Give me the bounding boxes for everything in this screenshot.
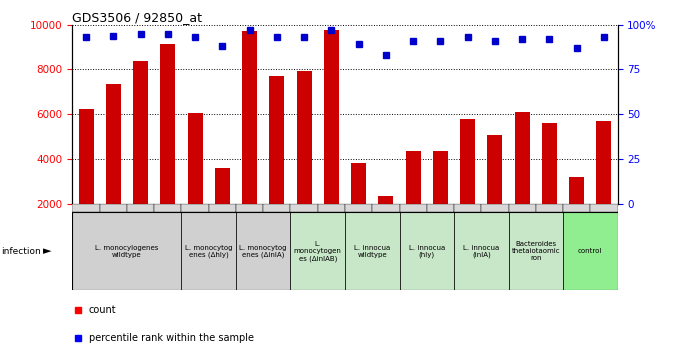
Bar (188, 113, 203, 248)
FancyBboxPatch shape (509, 212, 563, 290)
Bar (324, 30, 339, 248)
Bar (160, 44, 175, 248)
Bar (351, 163, 366, 248)
FancyBboxPatch shape (426, 204, 454, 212)
FancyBboxPatch shape (209, 204, 236, 212)
FancyBboxPatch shape (264, 204, 290, 212)
FancyBboxPatch shape (72, 204, 99, 212)
FancyBboxPatch shape (400, 212, 454, 290)
Bar (542, 123, 557, 248)
Text: Bacteroides
thetaiotaomic
ron: Bacteroides thetaiotaomic ron (511, 241, 560, 261)
FancyBboxPatch shape (155, 204, 181, 212)
Text: L. innocua
wildtype: L. innocua wildtype (354, 245, 391, 258)
Text: infection: infection (1, 247, 41, 256)
FancyBboxPatch shape (536, 204, 563, 212)
FancyBboxPatch shape (482, 204, 509, 212)
FancyBboxPatch shape (236, 204, 264, 212)
FancyBboxPatch shape (181, 212, 236, 290)
Bar (487, 135, 502, 248)
FancyBboxPatch shape (454, 204, 482, 212)
Text: L. innocua
(inlA): L. innocua (inlA) (463, 245, 500, 258)
Bar (215, 168, 230, 248)
Bar (242, 32, 257, 248)
FancyBboxPatch shape (345, 204, 373, 212)
FancyBboxPatch shape (317, 204, 345, 212)
FancyBboxPatch shape (509, 204, 536, 212)
Text: count: count (89, 305, 117, 315)
FancyBboxPatch shape (454, 212, 509, 290)
FancyBboxPatch shape (400, 204, 426, 212)
Bar (297, 70, 312, 248)
Bar (378, 196, 393, 248)
Text: GDS3506 / 92850_at: GDS3506 / 92850_at (72, 11, 202, 24)
Bar (269, 76, 284, 248)
FancyBboxPatch shape (290, 212, 345, 290)
Text: percentile rank within the sample: percentile rank within the sample (89, 333, 254, 343)
FancyBboxPatch shape (181, 204, 209, 212)
Bar (460, 119, 475, 248)
FancyBboxPatch shape (563, 212, 618, 290)
Bar (406, 151, 421, 248)
Text: L.
monocytogen
es (ΔinlAB): L. monocytogen es (ΔinlAB) (294, 241, 342, 262)
Bar (596, 121, 611, 248)
Text: L. monocytog
enes (Δhly): L. monocytog enes (Δhly) (185, 245, 233, 258)
Bar (515, 112, 530, 248)
FancyBboxPatch shape (236, 212, 290, 290)
Text: ►: ► (43, 246, 51, 256)
Text: L. monocytog
enes (ΔinlA): L. monocytog enes (ΔinlA) (239, 245, 287, 258)
Bar (106, 84, 121, 248)
FancyBboxPatch shape (373, 204, 400, 212)
FancyBboxPatch shape (290, 204, 317, 212)
Text: L. innocua
(hly): L. innocua (hly) (408, 245, 445, 258)
FancyBboxPatch shape (72, 212, 181, 290)
Text: L. monocylogenes
wildtype: L. monocylogenes wildtype (95, 245, 159, 258)
Bar (569, 177, 584, 248)
Text: control: control (578, 249, 602, 254)
FancyBboxPatch shape (99, 204, 127, 212)
Bar (79, 109, 94, 248)
FancyBboxPatch shape (127, 204, 155, 212)
FancyBboxPatch shape (345, 212, 400, 290)
Bar (433, 151, 448, 248)
FancyBboxPatch shape (563, 204, 591, 212)
FancyBboxPatch shape (591, 204, 618, 212)
Bar (133, 61, 148, 248)
